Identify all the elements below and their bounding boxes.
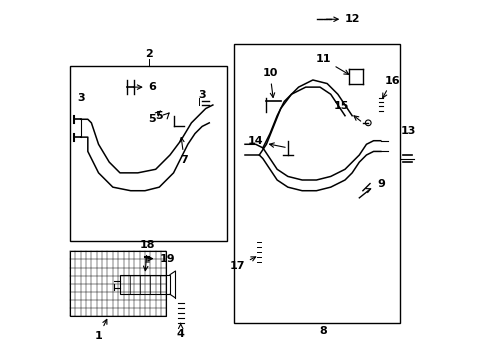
Text: 17: 17 [229,257,256,271]
Text: 12: 12 [326,14,361,24]
Text: 9: 9 [366,179,385,193]
Text: 7: 7 [180,138,188,165]
Text: 6: 6 [133,82,156,92]
Text: 1: 1 [95,319,107,341]
Text: 15: 15 [333,100,361,121]
Text: 16: 16 [383,76,400,98]
Text: 18: 18 [140,240,155,271]
Text: 14: 14 [247,136,285,147]
Text: 3: 3 [198,90,206,100]
Text: 2: 2 [145,49,152,59]
Text: 3: 3 [77,93,84,103]
Text: 13: 13 [401,126,416,136]
Text: 11: 11 [315,54,349,75]
Text: 8: 8 [319,325,327,336]
Text: 19: 19 [148,253,175,264]
Text: 5: 5 [155,111,163,121]
Text: 5: 5 [148,111,161,124]
Text: 10: 10 [262,68,278,98]
Text: 4: 4 [177,324,185,339]
